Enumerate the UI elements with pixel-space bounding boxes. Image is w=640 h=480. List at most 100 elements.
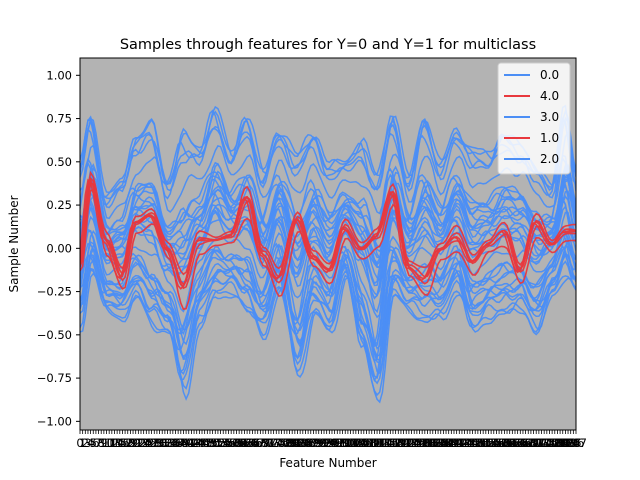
x-tick-label: 19 (123, 436, 138, 450)
blue-series-line-31 (80, 260, 576, 385)
x-ticks (79, 430, 577, 434)
x-tick-label: 11 (102, 436, 117, 450)
y-tick-label: 0.50 (46, 155, 72, 169)
x-tick-label: 176 (536, 436, 558, 450)
x-tick-label: 168 (515, 436, 537, 450)
x-tick-label: 72 (264, 436, 279, 450)
x-tick-label: 14 (110, 436, 125, 450)
blue-edge-line-3 (80, 154, 576, 243)
x-tick-label: 83 (293, 436, 308, 450)
x-tick-label: 26 (142, 436, 157, 450)
blue-series-line-16 (80, 196, 576, 300)
legend-box (497, 62, 571, 175)
x-tick-label: 167 (512, 436, 534, 450)
x-tick-label: 113 (369, 436, 391, 450)
chart-title: Samples through features for Y=0 and Y=1… (120, 37, 536, 53)
x-tick-label: 57 (224, 436, 239, 450)
x-tick-label: 148 (462, 436, 484, 450)
x-tick-label: 120 (387, 436, 409, 450)
x-tick-label: 187 (565, 436, 587, 450)
x-tick-label: 142 (446, 436, 468, 450)
x-tick-label: 140 (440, 436, 462, 450)
legend-label: 3.0 (540, 110, 559, 124)
x-tick-label: 180 (546, 436, 568, 450)
x-tick-label: 106 (350, 436, 372, 450)
x-tick-label: 157 (485, 436, 507, 450)
x-tick-label: 61 (234, 436, 249, 450)
blue-series-line-6 (80, 252, 576, 380)
x-tick-label: 114 (371, 436, 393, 450)
x-tick-label: 174 (531, 436, 553, 450)
x-tick-label: 17 (118, 436, 133, 450)
x-tick-label: 152 (472, 436, 494, 450)
x-tick-label: 100 (334, 436, 356, 450)
x-tick-label: 112 (366, 436, 388, 450)
x-tick-label: 2 (82, 436, 89, 450)
x-tick-label: 12 (105, 436, 120, 450)
x-tick-label: 178 (541, 436, 563, 450)
x-tick-label: 35 (166, 436, 181, 450)
x-tick-label: 25 (139, 436, 154, 450)
x-tick-label: 24 (136, 436, 151, 450)
x-tick-label: 47 (197, 436, 212, 450)
x-tick-label: 186 (562, 436, 584, 450)
x-tick-label: 125 (401, 436, 423, 450)
x-tick-label: 67 (250, 436, 265, 450)
y-tick-label: −0.25 (37, 285, 72, 299)
series-lines (80, 104, 576, 404)
x-tick-label: 23 (134, 436, 149, 450)
x-tick-label: 41 (181, 436, 196, 450)
x-tick-label: 130 (414, 436, 436, 450)
x-tick-label: 16 (115, 436, 130, 450)
x-tick-label: 137 (432, 436, 454, 450)
x-tick-label: 70 (258, 436, 273, 450)
x-tick-label: 38 (173, 436, 188, 450)
blue-series-line-14 (80, 268, 576, 397)
x-tick-label: 15 (112, 436, 127, 450)
x-tick-label: 96 (327, 436, 342, 450)
x-tick-label: 159 (491, 436, 513, 450)
y-axis-label: Sample Number (7, 195, 21, 292)
plot-area (80, 58, 576, 430)
x-tick-label: 87 (303, 436, 318, 450)
x-tick-label: 129 (411, 436, 433, 450)
legend: 0.0 4.0 3.0 1.0 2.0 (497, 62, 571, 175)
x-tick-label: 36 (168, 436, 183, 450)
blue-series-line-25 (80, 253, 576, 382)
x-tick-label: 133 (422, 436, 444, 450)
x-tick-label: 153 (475, 436, 497, 450)
x-tick-label: 171 (523, 436, 545, 450)
x-tick-label: 52 (211, 436, 226, 450)
x-tick-label: 81 (288, 436, 303, 450)
blue-series-line-28 (80, 240, 576, 362)
x-tick-label: 66 (248, 436, 263, 450)
x-tick-label: 79 (282, 436, 297, 450)
x-tick-label: 145 (454, 436, 476, 450)
x-tick-label: 40 (179, 436, 194, 450)
x-tick-label: 98 (333, 436, 348, 450)
x-tick-label: 161 (496, 436, 518, 450)
x-tick-label: 111 (363, 436, 385, 450)
x-tick-label: 27 (144, 436, 159, 450)
x-tick-label: 30 (152, 436, 167, 450)
x-tick-label: 170 (520, 436, 542, 450)
red-series-line-3 (80, 170, 576, 276)
x-tick-label: 75 (272, 436, 287, 450)
x-tick-label: 162 (499, 436, 521, 450)
x-tick-label: 102 (340, 436, 362, 450)
x-tick-label: 109 (358, 436, 380, 450)
x-tick-label: 164 (504, 436, 526, 450)
x-tick-label: 175 (533, 436, 555, 450)
x-tick-label: 28 (147, 436, 162, 450)
x-tick-label: 92 (317, 436, 332, 450)
x-tick-label: 63 (240, 436, 255, 450)
y-tick-label: −0.75 (37, 371, 72, 385)
x-tick-label: 93 (319, 436, 334, 450)
blue-series-line-11 (80, 233, 576, 348)
x-tick-label: 48 (200, 436, 215, 450)
x-tick-label: 86 (301, 436, 316, 450)
x-tick-label: 51 (208, 436, 223, 450)
x-tick-label: 13 (107, 436, 122, 450)
x-tick-label: 122 (393, 436, 415, 450)
axes: −1.00−0.75−0.50−0.250.000.250.500.751.00… (37, 57, 587, 450)
